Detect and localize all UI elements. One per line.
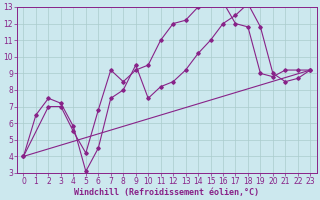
X-axis label: Windchill (Refroidissement éolien,°C): Windchill (Refroidissement éolien,°C) bbox=[74, 188, 260, 197]
